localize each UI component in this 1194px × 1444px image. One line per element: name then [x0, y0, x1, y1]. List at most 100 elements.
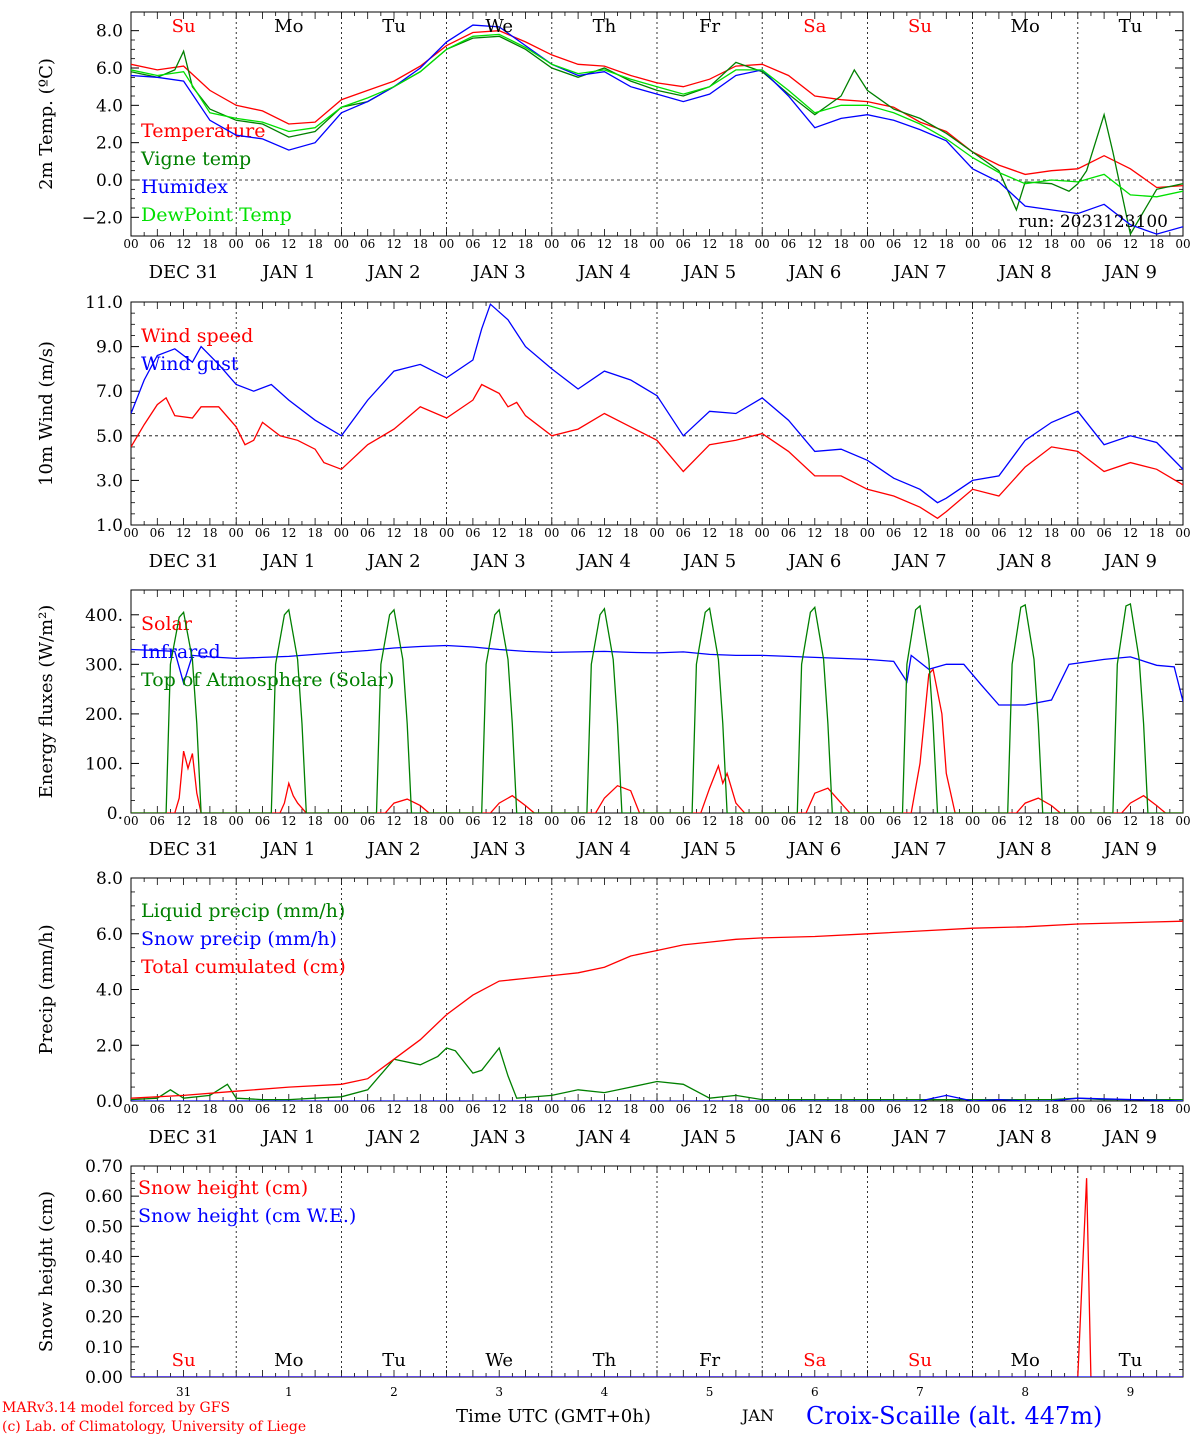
hour-tick-label: 12	[176, 237, 191, 251]
hour-tick-label: 00	[439, 237, 454, 251]
hour-tick-label: 06	[360, 237, 375, 251]
hour-tick-label: 06	[1096, 237, 1111, 251]
day-name-label: Su	[908, 1350, 932, 1371]
date-label: JAN 4	[576, 1127, 631, 1148]
hour-tick-label: 00	[334, 814, 349, 828]
date-label: DEC 31	[149, 1127, 219, 1148]
hour-tick-label: 18	[518, 1102, 533, 1116]
day-number-label: 7	[916, 1385, 924, 1399]
hour-tick-label: 06	[465, 237, 480, 251]
date-label: JAN 2	[365, 551, 420, 572]
hour-tick-label: 06	[886, 526, 901, 540]
series-line-infrared	[131, 644, 1183, 706]
hour-tick-label: 12	[807, 1102, 822, 1116]
hour-tick-label: 18	[413, 237, 428, 251]
hour-tick-label: 18	[728, 814, 743, 828]
hour-tick-label: 18	[623, 526, 638, 540]
hour-tick-label: 06	[886, 814, 901, 828]
hour-tick-label: 06	[991, 1102, 1006, 1116]
legend-entry: DewPoint Temp	[141, 204, 292, 226]
hour-tick-label: 12	[492, 1102, 507, 1116]
series-line-temperature	[131, 30, 1183, 189]
date-label: JAN 6	[786, 551, 841, 572]
hour-tick-label: 06	[781, 814, 796, 828]
date-label: JAN 6	[786, 262, 841, 283]
date-label: JAN 2	[365, 839, 420, 860]
hour-tick-label: 18	[518, 237, 533, 251]
hour-tick-label: 00	[965, 237, 980, 251]
hour-tick-label: 12	[807, 814, 822, 828]
hour-tick-label: 00	[229, 814, 244, 828]
hour-tick-label: 12	[386, 526, 401, 540]
hour-tick-label: 06	[1096, 814, 1111, 828]
date-label: JAN 6	[786, 1127, 841, 1148]
y-axis-title: Precip (mm/h)	[36, 924, 57, 1054]
hour-tick-label: 18	[728, 1102, 743, 1116]
hour-tick-label: 18	[1044, 237, 1059, 251]
y-tick-label: 200.	[85, 705, 123, 725]
hour-tick-label: 12	[386, 1102, 401, 1116]
day-number-label: 3	[495, 1385, 503, 1399]
hour-tick-label: 12	[1123, 814, 1138, 828]
hour-tick-label: 12	[807, 526, 822, 540]
day-name-label: Sa	[803, 1350, 826, 1371]
hour-tick-label: 06	[676, 237, 691, 251]
legend-entry: Liquid precip (mm/h)	[141, 900, 345, 922]
y-tick-label: 7.0	[96, 382, 123, 402]
date-label: JAN 7	[891, 839, 946, 860]
series-line-snow-precip-mm-h-	[131, 1094, 1183, 1101]
date-label: JAN 6	[786, 839, 841, 860]
hour-tick-label: 12	[1018, 814, 1033, 828]
y-tick-label: 100.	[85, 754, 123, 774]
y-tick-label: 0.0	[96, 171, 123, 191]
date-label: DEC 31	[149, 551, 219, 572]
hour-tick-label: 12	[176, 814, 191, 828]
hour-tick-label: 00	[965, 814, 980, 828]
run-label: run: 2023123100	[1019, 212, 1168, 232]
day-name-label: Su	[172, 16, 196, 37]
hour-tick-label: 00	[965, 1102, 980, 1116]
day-name-label: Th	[593, 16, 617, 37]
hour-tick-label: 06	[781, 1102, 796, 1116]
day-number-label: 8	[1021, 1385, 1029, 1399]
hour-tick-label: 18	[1044, 1102, 1059, 1116]
day-number-label: 6	[811, 1385, 819, 1399]
hour-tick-label: 18	[1044, 814, 1059, 828]
hour-tick-label: 00	[123, 237, 138, 251]
hour-tick-label: 12	[702, 814, 717, 828]
hour-tick-label: 06	[991, 814, 1006, 828]
hour-tick-label: 06	[570, 526, 585, 540]
hour-tick-label: 00	[229, 526, 244, 540]
y-tick-label: 6.0	[96, 59, 123, 79]
hour-tick-label: 00	[123, 1102, 138, 1116]
lab-credit: (c) Lab. of Climatology, University of L…	[2, 1419, 307, 1435]
hour-tick-label: 00	[649, 1102, 664, 1116]
hour-tick-label: 12	[176, 526, 191, 540]
date-label: JAN 5	[681, 1127, 736, 1148]
hour-tick-label: 12	[281, 814, 296, 828]
hour-tick-label: 06	[570, 237, 585, 251]
hour-tick-label: 00	[544, 237, 559, 251]
hour-tick-label: 12	[1123, 237, 1138, 251]
date-label: JAN 2	[365, 262, 420, 283]
hour-tick-label: 00	[123, 814, 138, 828]
date-label: JAN 4	[576, 262, 631, 283]
hour-tick-label: 18	[1044, 526, 1059, 540]
day-name-label: Mo	[274, 1350, 303, 1371]
legend-entry: Solar	[141, 613, 193, 635]
date-label: JAN 7	[891, 551, 946, 572]
hour-tick-label: 18	[202, 814, 217, 828]
hour-tick-label: 18	[413, 814, 428, 828]
day-number-label: 31	[176, 1385, 191, 1399]
hour-tick-label: 18	[202, 237, 217, 251]
legend-entry: Humidex	[141, 176, 228, 198]
hour-tick-label: 00	[544, 814, 559, 828]
hour-tick-label: 18	[1149, 814, 1164, 828]
hour-tick-label: 06	[360, 526, 375, 540]
legend-entry: Snow height (cm)	[138, 1177, 308, 1199]
hour-tick-label: 06	[570, 814, 585, 828]
hour-tick-label: 12	[597, 814, 612, 828]
day-name-label: Mo	[274, 16, 303, 37]
hour-tick-label: 12	[492, 526, 507, 540]
